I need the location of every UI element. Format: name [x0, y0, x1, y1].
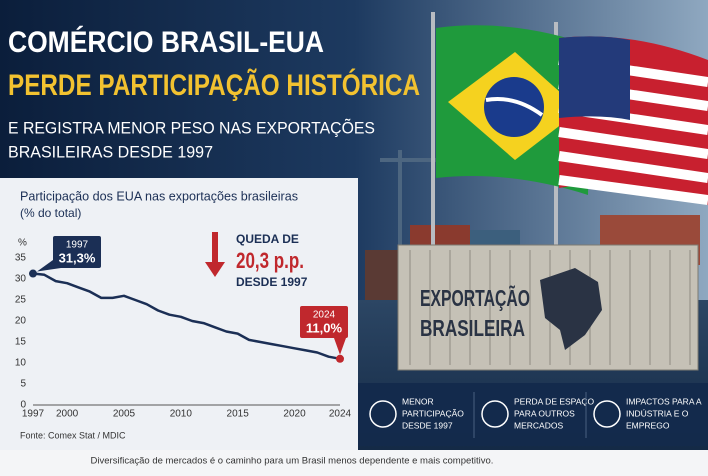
y-tick-label: 5 [20, 379, 26, 390]
chart-subtitle: (% do total) [20, 206, 81, 220]
container-text: EXPORTAÇÃO [420, 284, 530, 311]
y-tick-label: 20 [15, 316, 27, 327]
info-text: IMPACTOS PARA A [626, 396, 702, 406]
container-text: BRASILEIRA [420, 315, 525, 341]
point [336, 354, 344, 363]
footer: Diversificação de mercados é o caminho p… [91, 456, 494, 467]
info-text: DESDE 1997 [402, 420, 453, 430]
y-tick-label: 10 [15, 358, 27, 369]
callout [53, 236, 101, 268]
info-icon [593, 400, 621, 428]
y-tick-label: 25 [15, 295, 27, 306]
subtitle: BRASILEIRAS DESDE 1997 [8, 142, 213, 161]
usa-flag [558, 36, 708, 205]
subtitle: E REGISTRA MENOR PESO NAS EXPORTAÇÕES [8, 118, 375, 137]
callout [300, 306, 348, 338]
info-text: INDÚSTRIA E O [626, 408, 689, 418]
callout-year: 2024 [313, 310, 336, 321]
callout-value: 31,3% [59, 250, 96, 265]
info-items: MENOR PARTICIPAÇÃO DESDE 1997 PERDA DE ESPA… [369, 392, 702, 438]
y-tick-label: 30 [15, 274, 27, 285]
line [32, 272, 341, 361]
brazil-flag [436, 25, 590, 195]
annotation: DESDE 1997 [236, 275, 308, 289]
source: Fonte: Comex Stat / MDIC [20, 430, 126, 440]
point [29, 269, 37, 278]
info-text: PERDA DE ESPAÇO [514, 396, 595, 406]
info-text: MERCADOS [514, 420, 563, 430]
x-tick-label: 2015 [227, 409, 250, 420]
callout-pointer [334, 338, 346, 355]
annotation: 20,3 p.p. [236, 248, 304, 273]
x-tick-label: 2024 [329, 409, 352, 420]
annotation: QUEDA DE [236, 232, 299, 246]
info-text: EMPREGO [626, 420, 670, 430]
info-text: PARA OUTROS [514, 408, 575, 418]
callout-value: 11,0% [306, 320, 343, 335]
y-axis-label: % [18, 238, 27, 249]
title: COMÉRCIO BRASIL-EUA [8, 25, 324, 59]
info-banner [358, 383, 708, 446]
chart-title: Participação dos EUA nas exportações bra… [20, 188, 298, 203]
x-tick-label: 2000 [56, 409, 79, 420]
x-tick-label: 2005 [113, 409, 136, 420]
down-arrow [205, 232, 225, 277]
x-tick-label: 1997 [22, 409, 45, 420]
callout-year: 1997 [66, 240, 89, 251]
y-tick-label: 15 [15, 337, 27, 348]
info-icon [369, 400, 397, 428]
title: PERDE PARTICIPAÇÃO HISTÓRICA [8, 68, 420, 102]
info-icon [481, 400, 509, 428]
info-text: MENOR [402, 396, 434, 406]
container: EXPORTAÇÃO BRASILEIRA [397, 244, 699, 371]
footer-bar [0, 450, 708, 476]
y-tick-label: 0 [20, 400, 26, 411]
x-tick-label: 2020 [283, 409, 306, 420]
info-text: PARTICIPAÇÃO [402, 408, 464, 418]
y-tick-label: 35 [15, 253, 27, 264]
callout-pointer [37, 260, 61, 272]
x-tick-label: 2010 [170, 409, 193, 420]
